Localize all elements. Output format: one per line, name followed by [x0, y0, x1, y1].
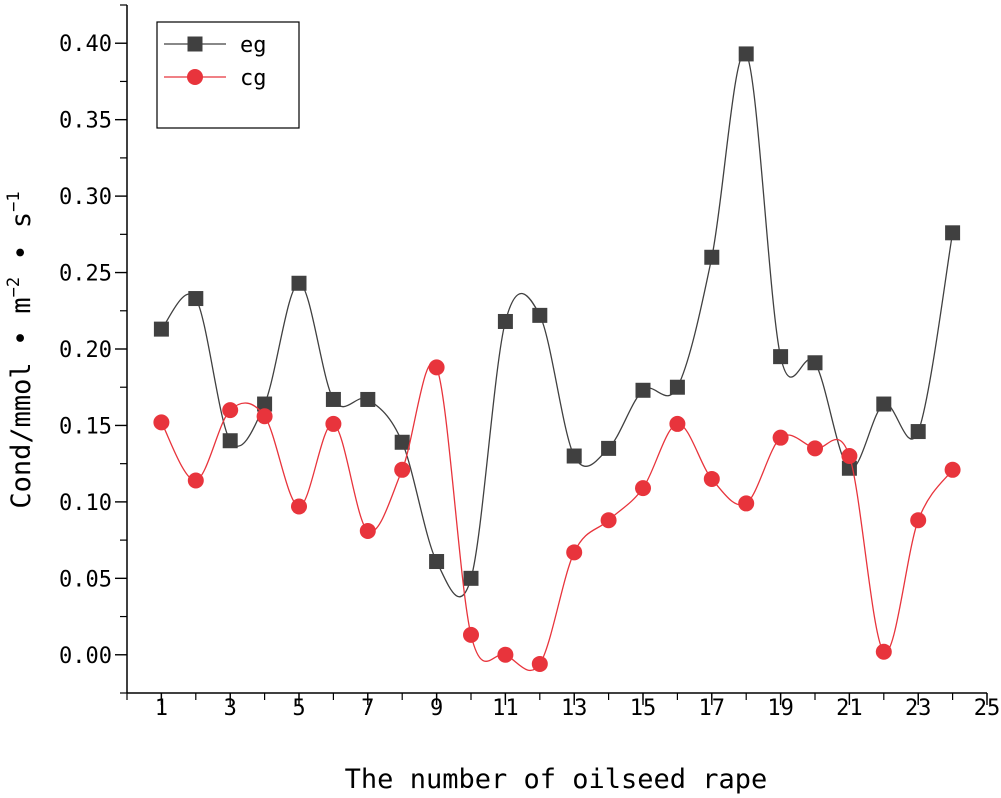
- data-point-eg: [738, 46, 754, 62]
- data-point-cg: [325, 415, 342, 432]
- data-point-cg: [910, 512, 927, 529]
- x-tick-label: 13: [561, 696, 588, 721]
- chart-axes: 1 3 5 7 9 11 13 15 17 19 21 23 250.000.050.100.150.2…: [59, 4, 1001, 721]
- x-tick-label: 17: [699, 696, 726, 721]
- y-tick-label: 0.40: [59, 32, 112, 57]
- data-point-cg: [669, 415, 686, 432]
- data-point-eg: [635, 382, 651, 398]
- legend-marker-cg: [187, 69, 203, 85]
- y-tick-label: 0.30: [59, 185, 112, 210]
- x-tick-label: 7: [361, 696, 374, 721]
- y-axis-title: Cond/mmol • m−2 • s−1: [4, 191, 37, 508]
- y-tick-label: 0.05: [59, 567, 112, 592]
- data-point-cg: [222, 402, 239, 419]
- data-point-eg: [394, 434, 410, 450]
- data-point-cg: [531, 655, 548, 672]
- data-point-eg: [876, 396, 892, 412]
- data-point-eg: [429, 554, 445, 570]
- data-point-cg: [428, 359, 445, 376]
- legend-label-eg: eg: [240, 33, 267, 58]
- x-tick-label: 1: [155, 696, 168, 721]
- data-point-cg: [153, 414, 170, 431]
- data-point-eg: [222, 433, 238, 449]
- data-point-cg: [256, 408, 273, 425]
- x-tick-label: 3: [224, 696, 237, 721]
- x-tick-label: 9: [430, 696, 443, 721]
- data-point-eg: [497, 313, 513, 329]
- data-point-eg: [807, 355, 823, 371]
- data-point-cg: [566, 544, 583, 561]
- data-point-cg: [187, 472, 204, 489]
- data-point-cg: [635, 480, 651, 497]
- x-tick-label: 19: [767, 696, 794, 721]
- data-point-eg: [291, 275, 307, 291]
- legend-box: [156, 21, 300, 129]
- legend-label-cg: cg: [240, 66, 267, 91]
- data-point-cg: [841, 448, 858, 465]
- data-point-cg: [359, 522, 376, 539]
- x-tick-label: 11: [492, 696, 519, 721]
- data-point-cg: [738, 495, 755, 512]
- data-point-eg: [257, 396, 273, 412]
- x-tick-label: 23: [905, 696, 932, 721]
- x-tick-label: 25: [974, 696, 1001, 721]
- data-point-cg: [463, 626, 479, 643]
- x-axis-title: The number of oilseed rape: [345, 764, 768, 795]
- data-point-cg: [703, 470, 720, 487]
- x-tick-label: 21: [836, 696, 863, 721]
- series-eg: [153, 46, 961, 598]
- y-axis-title-exp1: −2: [4, 277, 24, 297]
- y-tick-label: 0.10: [59, 491, 112, 516]
- data-point-eg: [773, 349, 789, 365]
- y-tick-label: 0.35: [59, 109, 112, 134]
- data-point-eg: [945, 225, 961, 241]
- chart-series: [153, 46, 961, 672]
- data-point-eg: [188, 291, 204, 307]
- data-point-eg: [566, 448, 582, 464]
- series-line-cg: [160, 362, 954, 672]
- x-tick-label: 5: [292, 696, 305, 721]
- x-tick-label: 15: [630, 696, 657, 721]
- data-point-eg: [669, 379, 685, 395]
- y-tick-label: 0.15: [59, 414, 112, 439]
- data-point-cg: [394, 461, 411, 478]
- data-point-eg: [325, 391, 341, 407]
- data-point-eg: [601, 440, 617, 456]
- data-point-cg: [291, 498, 307, 515]
- y-tick-label: 0.00: [59, 644, 112, 669]
- data-point-cg: [497, 646, 514, 663]
- series-cg: [153, 359, 961, 672]
- y-tick-label: 0.25: [59, 262, 112, 287]
- data-point-cg: [807, 440, 823, 457]
- data-point-eg: [360, 391, 376, 407]
- data-point-eg: [532, 307, 548, 323]
- data-point-cg: [875, 643, 892, 660]
- y-axis-title-base: Cond/mmol • m: [6, 297, 37, 508]
- y-axis-title-exp2: −1: [4, 191, 24, 211]
- series-line-eg: [160, 52, 954, 598]
- data-point-cg: [944, 461, 961, 478]
- data-point-eg: [153, 321, 169, 337]
- legend-marker-eg: [187, 36, 203, 52]
- data-point-eg: [463, 570, 479, 586]
- y-tick-label: 0.20: [59, 338, 112, 363]
- data-point-cg: [772, 429, 789, 446]
- data-point-cg: [600, 512, 617, 529]
- chart-legend: eg cg: [156, 21, 300, 129]
- data-point-eg: [704, 249, 720, 265]
- data-point-eg: [910, 424, 926, 440]
- y-axis-title-mid: • s: [6, 212, 37, 277]
